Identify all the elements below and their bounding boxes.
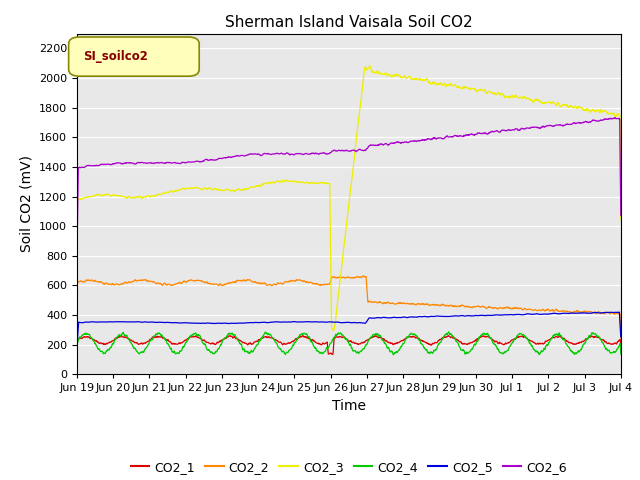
Legend: CO2_1, CO2_2, CO2_3, CO2_4, CO2_5, CO2_6: CO2_1, CO2_2, CO2_3, CO2_4, CO2_5, CO2_6 xyxy=(125,456,572,479)
Title: Sherman Island Vaisala Soil CO2: Sherman Island Vaisala Soil CO2 xyxy=(225,15,472,30)
Text: SI_soilco2: SI_soilco2 xyxy=(83,50,148,63)
X-axis label: Time: Time xyxy=(332,399,366,413)
Y-axis label: Soil CO2 (mV): Soil CO2 (mV) xyxy=(19,156,33,252)
FancyBboxPatch shape xyxy=(68,37,199,76)
